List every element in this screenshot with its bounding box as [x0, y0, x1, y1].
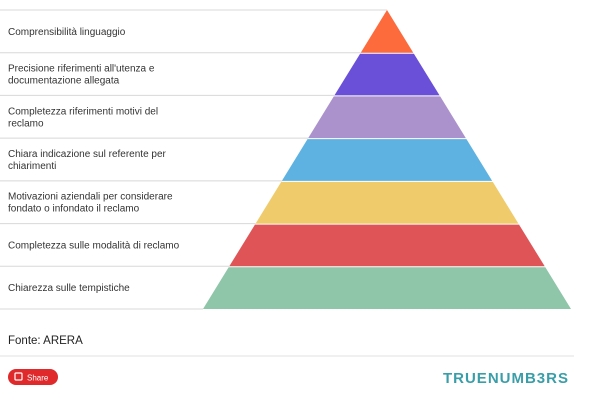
pyramid-layer [255, 181, 519, 224]
pyramid-layer [308, 96, 466, 139]
pyramid-layer [281, 139, 493, 181]
level-label: Comprensibilità linguaggio [8, 27, 126, 38]
pyramid-layer [360, 10, 414, 53]
level-label: reclamo [8, 118, 44, 129]
pyramid-layer [334, 53, 440, 96]
level-label: documentazione allegata [8, 76, 120, 87]
level-label: fondato o infondato il reclamo [8, 204, 140, 215]
share-label[interactable]: Share [27, 374, 49, 383]
share-button[interactable]: Share [8, 369, 58, 385]
source: Fonte: ARERA [8, 335, 83, 347]
pyramid-layer [229, 224, 545, 267]
level-label: chiarimenti [8, 161, 56, 172]
pyramid-layer [203, 267, 571, 309]
logo: TRUENUMB3RS [443, 370, 569, 387]
share-icon [14, 372, 23, 381]
level-label: Completezza sulle modalità di reclamo [8, 240, 180, 251]
level-label: Motivazioni aziendali per considerare [8, 192, 173, 203]
level-label: Chiara indicazione sul referente per [8, 149, 167, 160]
level-label: Completezza riferimenti motivi del [8, 106, 158, 117]
level-label: Precisione riferimenti all'utenza e [8, 64, 155, 75]
pyramid: Comprensibilità linguaggio Precisione rif… [0, 9, 571, 310]
level-label: Chiarezza sulle tempistiche [8, 283, 130, 294]
